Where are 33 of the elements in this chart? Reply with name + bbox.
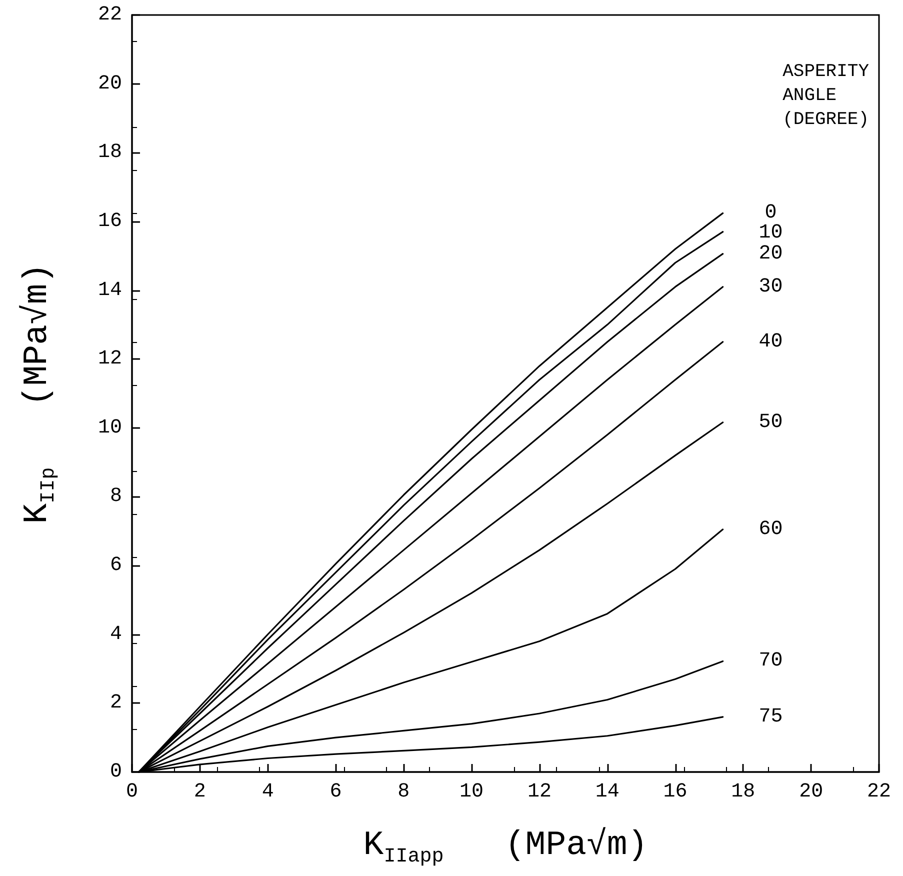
y-tick-label: 20	[98, 72, 122, 96]
y-tick-label: 14	[98, 278, 122, 302]
x-tick-label: 10	[460, 780, 484, 804]
x-tick-label: 0	[126, 780, 138, 804]
series-label: 40	[758, 330, 783, 354]
y-tick-label: 8	[110, 485, 122, 508]
y-tick-label: 10	[98, 416, 122, 440]
x-tick-label: 4	[262, 780, 274, 804]
series-label: 70	[758, 650, 783, 673]
series-label: 20	[758, 242, 783, 266]
y-tick-label: 4	[110, 622, 122, 646]
x-tick-label: 6	[330, 780, 342, 804]
series-label: 60	[758, 518, 783, 541]
y-tick-label: 12	[98, 348, 122, 371]
series-label: 50	[758, 410, 783, 434]
series-label: 75	[758, 705, 783, 728]
text: KIIp (MPa√m)	[19, 263, 60, 524]
x-tick-label: 20	[799, 780, 824, 804]
x-tick-label: 8	[398, 780, 410, 804]
series-label: 30	[758, 275, 783, 298]
y-tick-label: 0	[110, 760, 122, 784]
y-tick-label: 18	[98, 141, 122, 164]
y-tick-label: 2	[110, 692, 122, 715]
x-tick-label: 16	[663, 780, 688, 804]
x-tick-label: 12	[527, 780, 552, 804]
x-tick-label: 2	[194, 780, 206, 804]
x-tick-label: 22	[866, 780, 892, 804]
y-tick-label: 22	[98, 4, 122, 26]
x-tick-label: 14	[595, 780, 620, 804]
legend-title: ASPERITY ANGLE (DEGREE)	[782, 62, 870, 130]
y-tick-label: 6	[110, 554, 122, 578]
x-tick-label: 18	[731, 780, 756, 804]
y-tick-label: 16	[98, 210, 122, 233]
